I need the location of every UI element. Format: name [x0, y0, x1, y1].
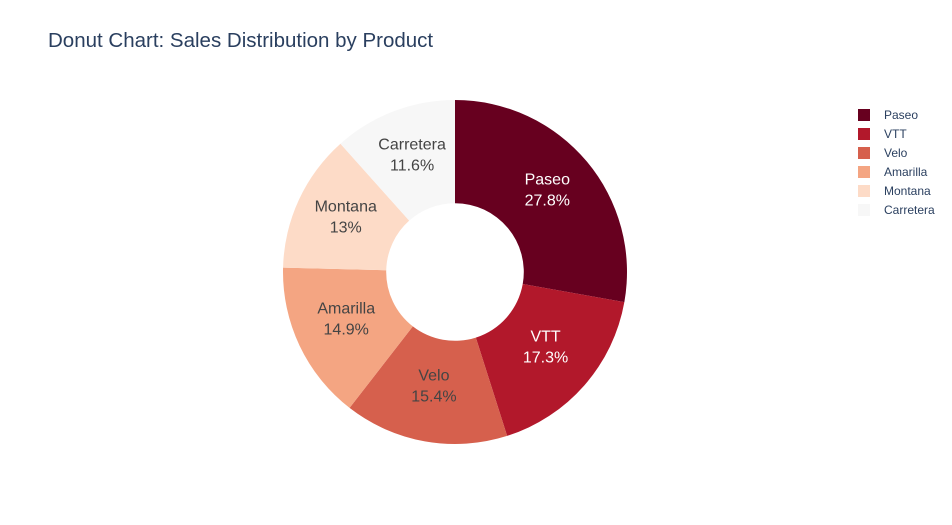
- donut-slices: [283, 100, 628, 444]
- legend-item-paseo[interactable]: Paseo: [858, 105, 935, 124]
- slice-label-carretera: Carretera 11.6%: [378, 137, 446, 175]
- legend-item-montana[interactable]: Montana: [858, 181, 935, 200]
- legend-swatch: [858, 184, 870, 197]
- slice-amarilla[interactable]: [283, 267, 413, 408]
- legend-label: Carretera: [884, 202, 935, 217]
- legend-label: Paseo: [884, 107, 919, 122]
- legend-swatch: [858, 165, 870, 178]
- slice-paseo[interactable]: [455, 100, 628, 303]
- legend-label: Velo: [884, 145, 908, 160]
- slice-carretera[interactable]: [340, 100, 455, 221]
- slice-label-montana: Montana 13%: [315, 198, 377, 236]
- slice-velo[interactable]: [349, 326, 508, 444]
- legend-swatch: [858, 108, 870, 121]
- slice-label-velo: Velo 15.4%: [411, 368, 456, 406]
- slice-vtt[interactable]: [475, 284, 625, 436]
- slice-label-amarilla: Amarilla 14.9%: [317, 301, 375, 339]
- legend-item-carretera[interactable]: Carretera: [858, 200, 935, 219]
- legend-item-velo[interactable]: Velo: [858, 143, 935, 162]
- slice-montana[interactable]: [283, 143, 410, 271]
- slice-label-paseo: Paseo 27.8%: [525, 172, 570, 210]
- legend-item-amarilla[interactable]: Amarilla: [858, 162, 935, 181]
- slice-label-vtt: VTT 17.3%: [523, 328, 568, 366]
- legend-swatch: [858, 203, 870, 216]
- donut-labels: Paseo 27.8% VTT 17.3% Velo 15.4% Amarilla 14.9%…: [315, 137, 570, 406]
- chart-title: Donut Chart: Sales Distribution by Produ…: [48, 29, 434, 52]
- legend-swatch: [858, 127, 870, 140]
- legend-swatch: [858, 146, 870, 159]
- legend-label: VTT: [884, 126, 907, 141]
- legend-label: Montana: [884, 183, 931, 198]
- legend-item-vtt[interactable]: VTT: [858, 124, 935, 143]
- legend: Paseo VTT Velo Amarilla Montana Carretera: [858, 105, 935, 219]
- legend-label: Amarilla: [884, 164, 928, 179]
